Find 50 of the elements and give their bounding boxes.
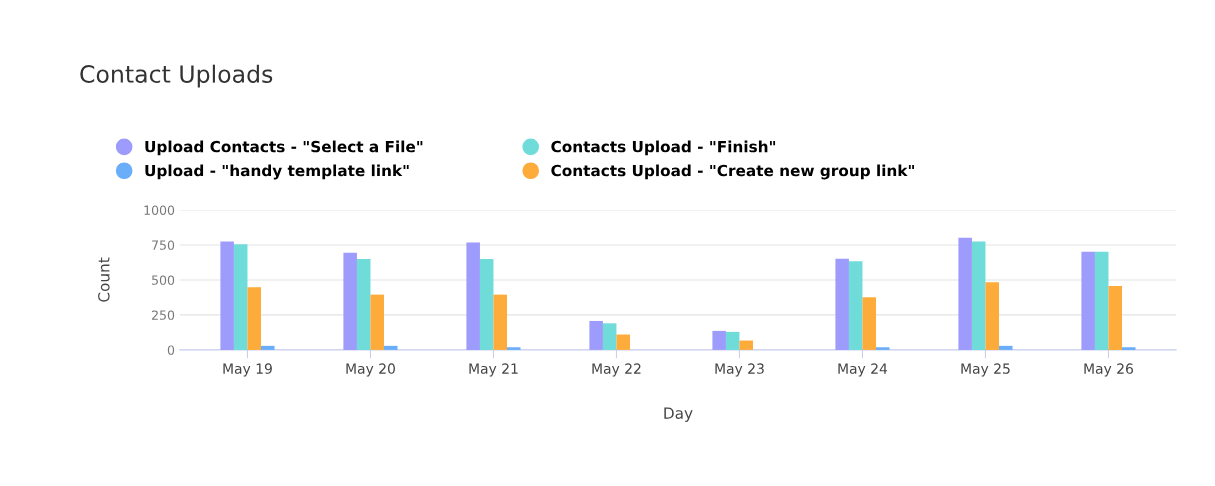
bar (1094, 251, 1109, 350)
bar (220, 241, 234, 350)
bar (602, 323, 617, 350)
bar (958, 237, 972, 350)
x-tick-label: May 26 (1084, 363, 1133, 377)
bar (999, 345, 1013, 350)
bar (370, 294, 384, 350)
x-tick-label: May 20 (346, 363, 395, 377)
bar (876, 347, 890, 350)
bar (1108, 285, 1122, 350)
x-tick-label: May 25 (961, 363, 1010, 377)
y-axis-title: Count (98, 257, 110, 302)
chart-title: Contact Uploads (80, 64, 273, 88)
bar (479, 258, 494, 350)
y-tick-label: 500 (152, 275, 175, 285)
bar (233, 244, 248, 350)
y-tick-label: 250 (152, 310, 175, 320)
bar (356, 258, 371, 350)
x-tick-label: May 22 (592, 363, 641, 377)
bar (384, 345, 398, 350)
x-tick-label: May 23 (715, 363, 764, 377)
bar (725, 331, 740, 350)
legend-label: Upload - "handy template link" (145, 164, 409, 180)
y-tick-label: 1000 (144, 205, 175, 215)
x-axis-title: Day (664, 407, 693, 422)
bar (343, 252, 357, 350)
bar (862, 297, 876, 350)
bar (971, 241, 986, 350)
bar (835, 258, 849, 350)
bar (712, 330, 726, 350)
legend-label: Upload Contacts - "Select a File" (145, 140, 423, 156)
legend-label: Contacts Upload - "Create new group link" (551, 164, 914, 180)
x-tick-label: May 24 (838, 363, 888, 377)
bar (507, 347, 521, 350)
bar (848, 261, 863, 350)
bar (466, 242, 480, 350)
y-tick-label: 0 (167, 345, 175, 355)
bar (589, 320, 603, 350)
bar (985, 282, 999, 350)
bar (247, 287, 261, 350)
x-tick-label: May 21 (469, 363, 518, 377)
bar (493, 294, 507, 350)
x-tick-label: May 19 (223, 363, 272, 377)
legend-label: Contacts Upload - "Finish" (551, 140, 776, 156)
bar (261, 345, 275, 350)
bar (1122, 347, 1136, 350)
y-tick-label: 750 (152, 240, 175, 250)
bar (1081, 251, 1095, 350)
bar (739, 340, 753, 350)
bar (616, 334, 630, 350)
